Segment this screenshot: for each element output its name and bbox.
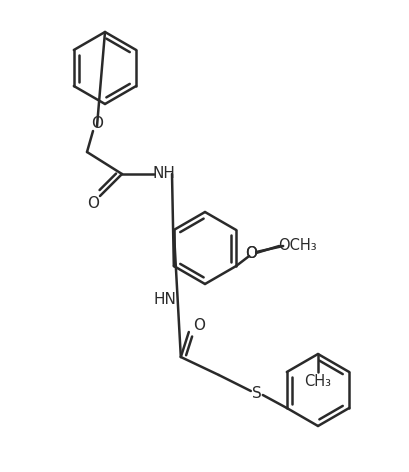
Text: HN: HN — [153, 292, 176, 307]
Text: O: O — [192, 319, 204, 334]
Text: NH: NH — [152, 167, 175, 182]
Text: O: O — [91, 117, 103, 132]
Text: S: S — [252, 386, 261, 401]
Text: O: O — [245, 246, 256, 261]
Text: OCH₃: OCH₃ — [277, 238, 316, 253]
Text: O: O — [87, 195, 99, 211]
Text: O: O — [245, 246, 256, 261]
Text: CH₃: CH₃ — [304, 374, 331, 389]
